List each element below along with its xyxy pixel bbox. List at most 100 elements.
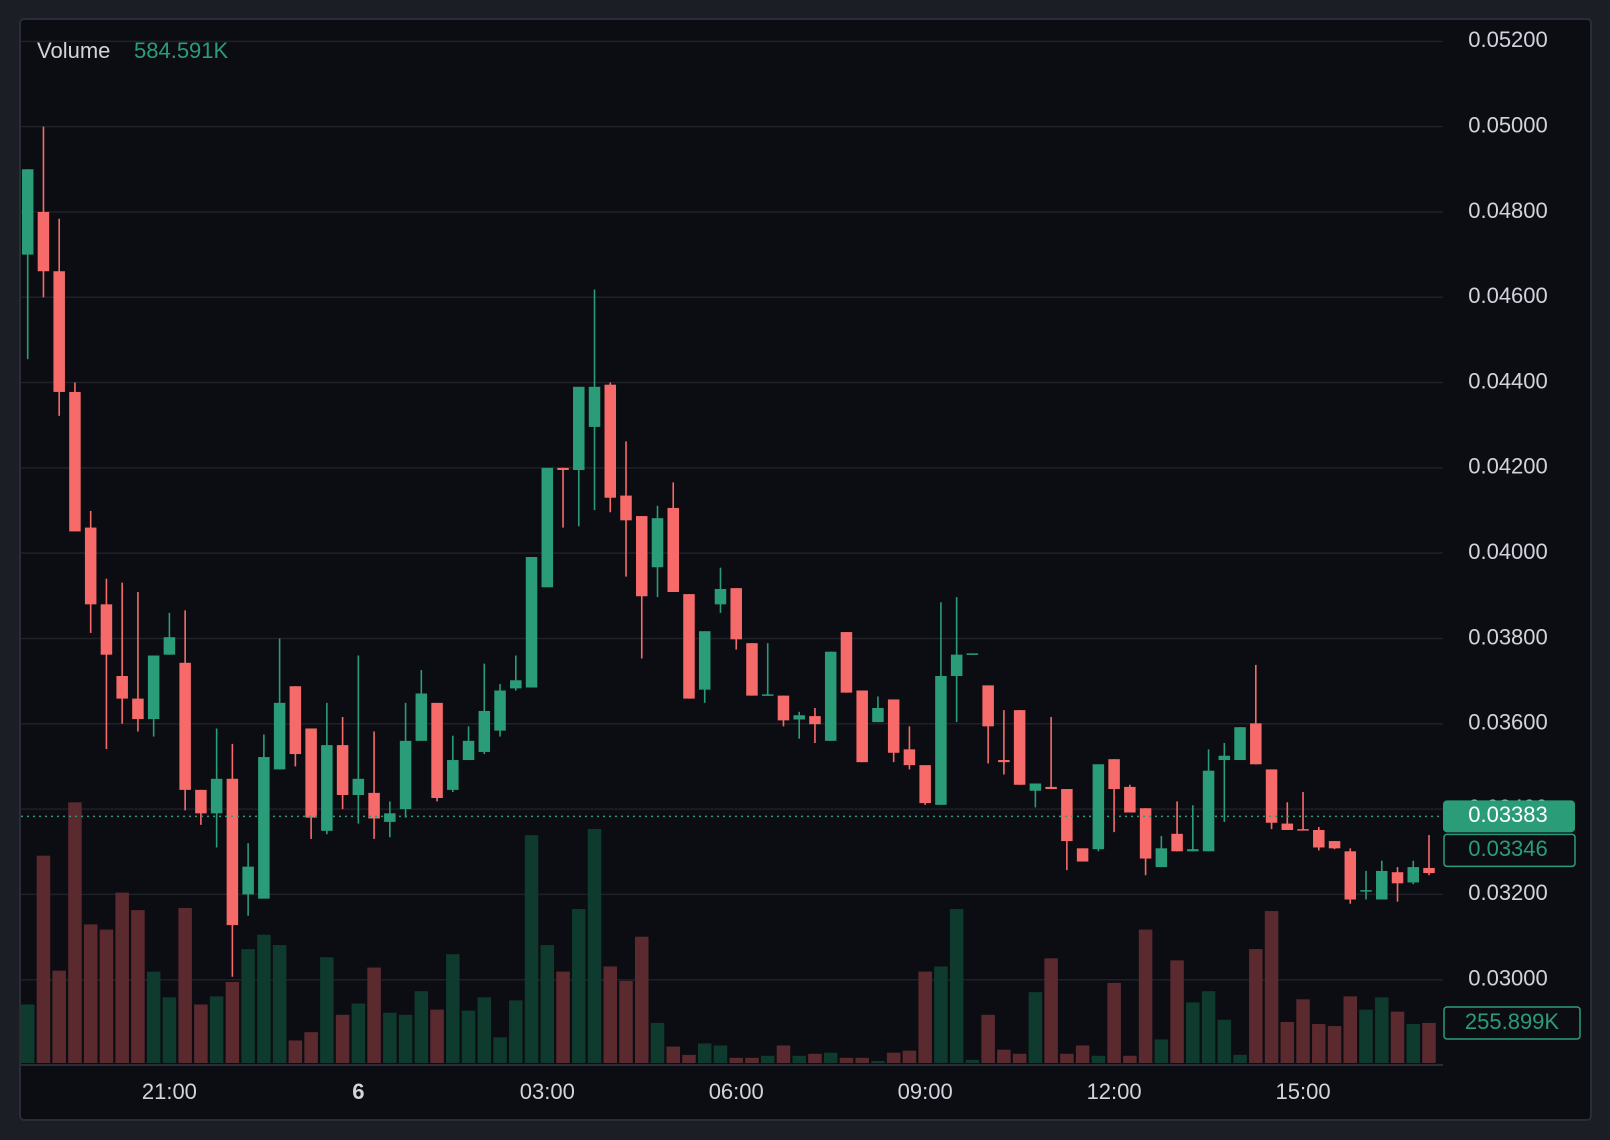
volume-bar	[367, 967, 381, 1063]
candle-body	[714, 588, 727, 605]
candle-body	[746, 643, 758, 696]
candle-body	[321, 745, 333, 831]
candle-body	[1202, 770, 1215, 852]
volume-bar	[272, 945, 287, 1063]
candle-body	[856, 690, 868, 763]
candle-body	[368, 792, 380, 819]
candle-body	[730, 588, 742, 640]
candle-body	[667, 507, 679, 592]
volume-bar	[398, 1014, 413, 1063]
volume-bar	[1075, 1045, 1090, 1063]
candle-body	[557, 467, 569, 470]
candle-body	[1013, 710, 1026, 785]
volume-bar	[540, 945, 555, 1063]
candle-body	[588, 386, 601, 427]
candle-body	[573, 386, 585, 470]
y-tick-label: 0.03000	[1468, 966, 1548, 991]
price-marker-box	[1443, 833, 1576, 868]
volume-bar	[855, 1057, 869, 1063]
candle-body	[935, 676, 947, 805]
volume-bar	[1028, 992, 1043, 1063]
volume-bar	[209, 996, 224, 1063]
volume-bar	[572, 909, 586, 1063]
candle-body	[604, 384, 617, 498]
volume-bar	[68, 802, 82, 1063]
volume-pane	[20, 802, 1436, 1063]
candle-body	[651, 518, 664, 568]
volume-bar	[1012, 1053, 1027, 1063]
candle-body	[950, 654, 963, 677]
candle-body	[147, 655, 160, 720]
volume-bar	[1201, 991, 1216, 1063]
candle-body	[510, 680, 522, 689]
volume-bar	[1390, 1011, 1405, 1063]
y-tick-label: 0.04600	[1468, 283, 1548, 308]
volume-bar	[304, 1032, 318, 1063]
volume-bar	[257, 934, 271, 1063]
candle-body	[919, 765, 931, 804]
legend-label: Volume	[37, 38, 110, 63]
volume-bar	[713, 1045, 728, 1063]
volume-bar	[1296, 999, 1310, 1063]
candle-body	[793, 715, 805, 720]
volume-bar	[792, 1055, 806, 1063]
candle-body	[352, 778, 365, 796]
candle-body	[1108, 759, 1120, 790]
volume-bar	[178, 907, 192, 1063]
candle-body	[415, 693, 428, 741]
volume-bar	[1280, 1022, 1295, 1063]
volume-bar	[934, 966, 948, 1063]
volume-bar	[635, 936, 649, 1063]
volume-bar	[194, 1004, 208, 1063]
candle-body	[21, 169, 34, 255]
candle-body	[1265, 769, 1278, 823]
candle-body	[1423, 867, 1435, 874]
volume-bar	[146, 971, 161, 1063]
volume-bar	[603, 966, 618, 1063]
volume-bar	[493, 1037, 507, 1063]
volume-bar	[36, 855, 51, 1063]
candle-body	[447, 760, 459, 790]
volume-bar	[225, 981, 240, 1063]
y-tick-label: 0.04400	[1468, 368, 1548, 393]
candles	[21, 126, 1435, 977]
volume-bar	[886, 1052, 901, 1063]
volume-bar	[524, 835, 539, 1063]
candle-body	[1187, 849, 1199, 852]
candle-body	[399, 740, 412, 810]
volume-bar	[509, 1000, 523, 1063]
volume-bar	[682, 1054, 696, 1063]
volume-bar	[20, 1004, 35, 1063]
volume-bar	[1154, 1039, 1169, 1063]
x-tick-label: 06:00	[709, 1079, 764, 1104]
volume-bar	[1422, 1022, 1436, 1063]
candle-body	[462, 740, 475, 761]
candle-body	[872, 707, 884, 723]
price-marker-label: 0.03383	[1468, 802, 1548, 827]
candle-body	[887, 699, 900, 753]
candle-body	[1328, 841, 1341, 849]
volume-bar	[99, 929, 114, 1063]
volume-bar	[729, 1057, 743, 1063]
candle-body	[1250, 723, 1262, 765]
candle-body	[1407, 867, 1420, 883]
candle-body	[210, 778, 223, 814]
candle-body	[431, 702, 443, 798]
candle-body	[163, 637, 176, 655]
candle-body	[478, 710, 491, 752]
volume-bar	[650, 1022, 665, 1063]
volume-bar	[1217, 1019, 1232, 1063]
volume-bar	[1233, 1054, 1247, 1063]
candle-body	[84, 527, 97, 605]
candle-body	[840, 632, 853, 693]
volume-bar	[1186, 1002, 1200, 1063]
volume-bar	[477, 997, 492, 1063]
y-tick-label: 0.04000	[1468, 539, 1548, 564]
volume-bar	[666, 1046, 680, 1063]
volume-bar	[902, 1050, 917, 1063]
candle-body	[100, 604, 113, 655]
volume-bar	[335, 1014, 350, 1063]
volume-bar	[808, 1053, 822, 1063]
